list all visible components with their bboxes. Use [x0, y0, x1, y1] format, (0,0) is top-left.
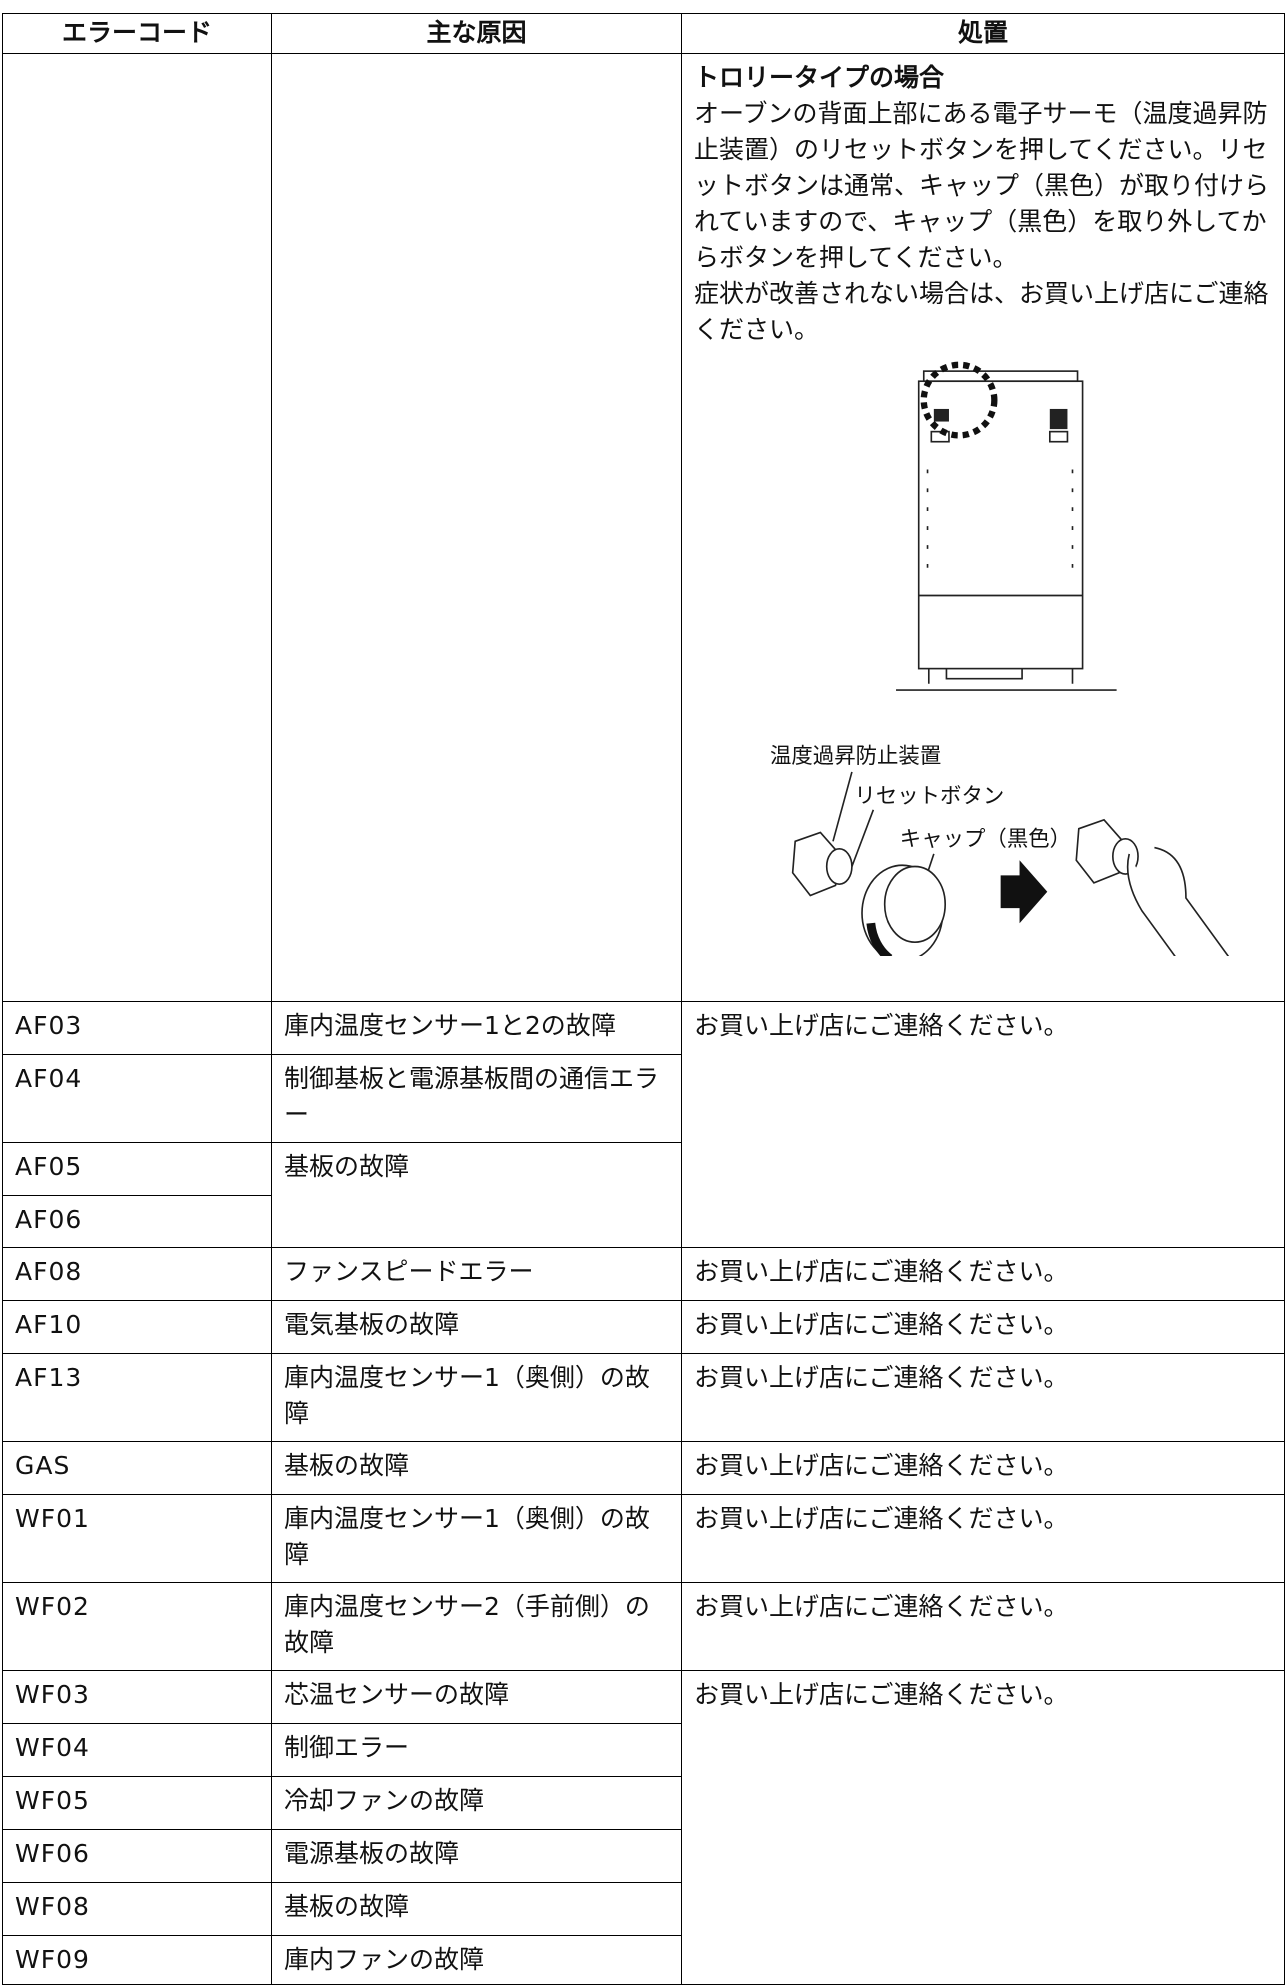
table-row: WF03 芯温センサーの故障 お買い上げ店にご連絡ください。: [2, 1670, 1285, 1985]
action-heading: トロリータイプの場合: [694, 63, 945, 92]
cause-cell: 庫内ファンの故障: [271, 1935, 682, 1985]
code-cell: WF02: [2, 1582, 272, 1671]
table-row: WF05 冷却ファンの故障: [2, 1776, 1285, 1830]
code-cell: WF05: [2, 1776, 272, 1830]
table-row: AF05 基板の故障: [2, 1142, 1285, 1248]
table-row: AF06: [2, 1195, 1285, 1248]
table-row: WF02 庫内温度センサー2（手前側）の故障 お買い上げ店にご連絡ください。: [2, 1582, 1285, 1671]
cause-cell: 制御基板と電源基板間の通信エラー: [271, 1054, 682, 1143]
code-cell: WF09: [2, 1935, 272, 1985]
empty-cell: [271, 53, 682, 1002]
code-cell: AF10: [2, 1300, 272, 1354]
header-cell: 処置: [681, 13, 1285, 54]
code-cell: AF08: [2, 1247, 272, 1301]
code-cell: AF03: [2, 1001, 272, 1055]
code-cell: WF06: [2, 1829, 272, 1883]
table-row: AF04 制御基板と電源基板間の通信エラー: [2, 1054, 1285, 1143]
cause-cell: 冷却ファンの故障: [271, 1776, 682, 1830]
empty-cell: [2, 53, 272, 1002]
cause-cell: 電気基板の故障: [271, 1300, 682, 1354]
error-table: エラーコード 主な原因 処置 トロリータイプの場合オーブンの背面上部にある電子サ…: [2, 13, 1285, 1985]
action-cell: トロリータイプの場合オーブンの背面上部にある電子サーモ（温度過昇防止装置）のリセ…: [681, 53, 1285, 1002]
action-cell: お買い上げ店にご連絡ください。: [681, 1353, 1285, 1442]
table-row: AF10 電気基板の故障 お買い上げ店にご連絡ください。: [2, 1300, 1285, 1354]
cause-cell: 芯温センサーの故障: [271, 1670, 682, 1724]
code-cell: WF04: [2, 1723, 272, 1777]
cause-cell: ファンスピードエラー: [271, 1247, 682, 1301]
action-cell: お買い上げ店にご連絡ください。: [681, 1582, 1285, 1671]
code-cell: GAS: [2, 1441, 272, 1495]
cause-cell: 庫内温度センサー1（奥側）の故障: [271, 1353, 682, 1442]
reset-figure: 温度過昇防止装置 リセットボタン キャップ（黒色）: [770, 361, 1230, 956]
table-row: WF09 庫内ファンの故障: [2, 1935, 1285, 1985]
action-cell: お買い上げ店にご連絡ください。: [681, 1441, 1285, 1495]
cause-cell: 庫内温度センサー2（手前側）の故障: [271, 1582, 682, 1671]
header-row: エラーコード 主な原因 処置: [2, 13, 1285, 54]
cause-cell: 基板の故障: [271, 1882, 682, 1936]
figure-label: 温度過昇防止装置: [770, 744, 941, 769]
action-cell: お買い上げ店にご連絡ください。: [681, 1001, 1285, 1248]
code-cell: WF01: [2, 1494, 272, 1583]
table-row: AF03 庫内温度センサー1と2の故障 お買い上げ店にご連絡ください。: [2, 1001, 1285, 1248]
cause-cell: 制御エラー: [271, 1723, 682, 1777]
action-cell: お買い上げ店にご連絡ください。: [681, 1670, 1285, 1985]
table-row: WF01 庫内温度センサー1（奥側）の故障 お買い上げ店にご連絡ください。: [2, 1494, 1285, 1583]
header-cell: エラーコード: [2, 13, 272, 54]
header-cell: 主な原因: [271, 13, 682, 54]
cause-cell: 基板の故障: [271, 1441, 682, 1495]
action-cell: お買い上げ店にご連絡ください。: [681, 1494, 1285, 1583]
figure-label: リセットボタン: [854, 784, 1004, 809]
code-cell: AF05: [2, 1142, 272, 1196]
figure-label: キャップ（黒色）: [900, 827, 1071, 852]
table-row: AF13 庫内温度センサー1（奥側）の故障 お買い上げ店にご連絡ください。: [2, 1353, 1285, 1442]
action-cell: お買い上げ店にご連絡ください。: [681, 1300, 1285, 1354]
cause-cell: 電源基板の故障: [271, 1829, 682, 1883]
code-cell: AF13: [2, 1353, 272, 1442]
table-row: WF04 制御エラー: [2, 1723, 1285, 1777]
cause-cell: 基板の故障: [271, 1142, 682, 1248]
code-cell: AF06: [2, 1195, 272, 1248]
table-body: トロリータイプの場合オーブンの背面上部にある電子サーモ（温度過昇防止装置）のリセ…: [2, 53, 1285, 1985]
table-row: トロリータイプの場合オーブンの背面上部にある電子サーモ（温度過昇防止装置）のリセ…: [2, 53, 1285, 1002]
action-paragraph: 症状が改善されない場合は、お買い上げ店にご連絡ください。: [694, 279, 1269, 344]
cause-cell: 庫内温度センサー1（奥側）の故障: [271, 1494, 682, 1583]
action-cell: お買い上げ店にご連絡ください。: [681, 1247, 1285, 1301]
table-row: AF08 ファンスピードエラー お買い上げ店にご連絡ください。: [2, 1247, 1285, 1301]
code-cell: WF08: [2, 1882, 272, 1936]
cause-cell: 庫内温度センサー1と2の故障: [271, 1001, 682, 1055]
table-row: WF06 電源基板の故障: [2, 1829, 1285, 1883]
action-paragraph: オーブンの背面上部にある電子サーモ（温度過昇防止装置）のリセットボタンを押してく…: [694, 99, 1270, 272]
code-cell: AF04: [2, 1054, 272, 1143]
code-cell: WF03: [2, 1670, 272, 1724]
table-row: GAS 基板の故障 お買い上げ店にご連絡ください。: [2, 1441, 1285, 1495]
